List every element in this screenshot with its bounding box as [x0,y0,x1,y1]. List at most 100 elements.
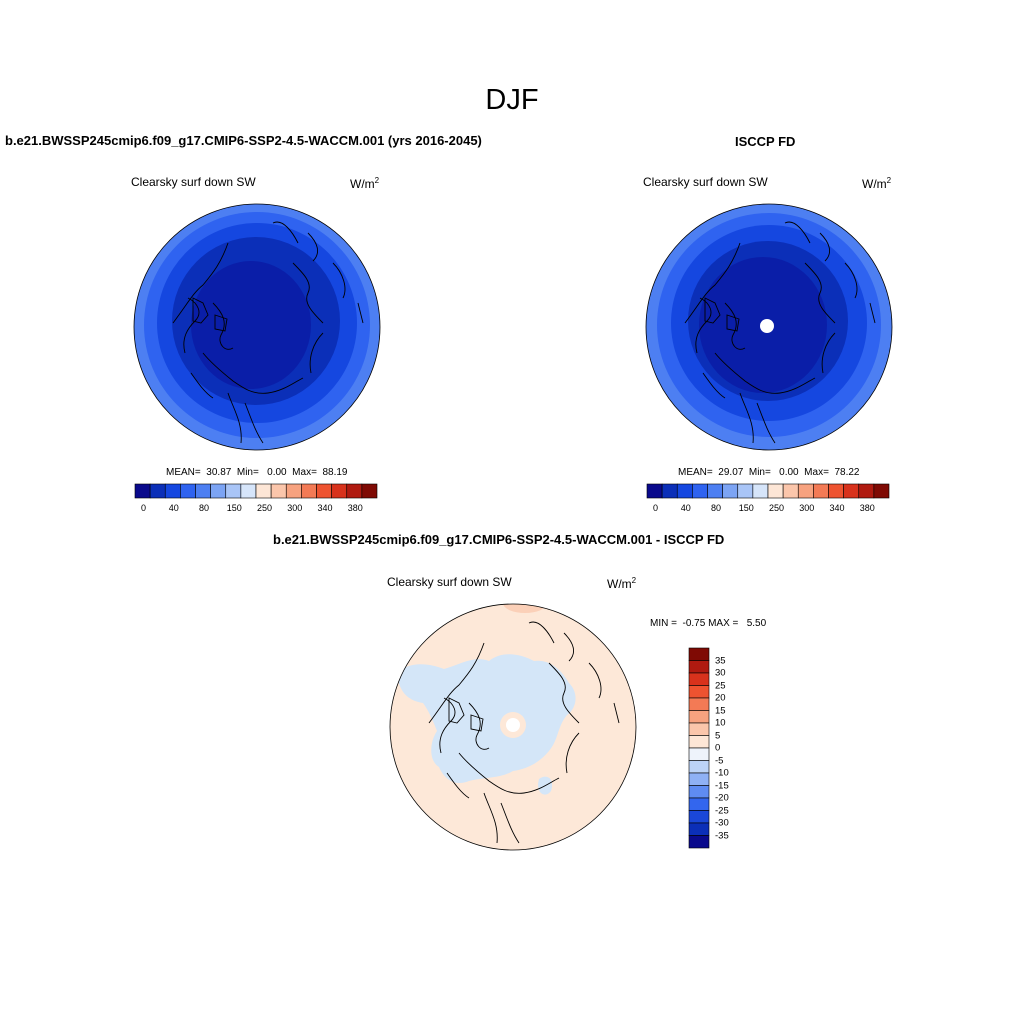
figure-title: DJF [485,84,539,116]
colorbar-tick-label: 150 [226,503,242,513]
colorbar-tick-label: 380 [347,503,363,513]
colorbar-swatch [180,483,196,499]
missing-data-pole [506,718,520,732]
colorbar-tick-label: -35 [715,830,729,841]
colorbar-tick-label: 250 [257,503,273,513]
right-units-label: W/m2 [862,176,892,191]
diff-stronger-positive [503,604,547,613]
colorbar-tick-label: 10 [715,717,726,729]
colorbar-swatch [270,483,287,499]
colorbar-swatch [688,685,710,699]
colorbar-swatch [688,697,710,711]
colorbar-tick-label: 300 [287,503,303,513]
right-colorbar [646,483,890,499]
colorbar-tick-label: 0 [141,503,147,513]
left-units-label: W/m2 [350,176,380,191]
colorbar-tick-label: 300 [799,503,815,513]
left-stats: MEAN= 30.87 Min= 0.00 Max= 88.19 [166,467,348,478]
colorbar-tick-label: 0 [715,742,721,754]
colorbar-swatch [240,483,257,499]
colorbar-swatch [134,483,151,499]
colorbar-swatch [688,835,710,849]
colorbar-tick-label: 80 [199,503,210,513]
colorbar-swatch [797,483,814,499]
colorbar-tick-label: 15 [715,705,726,716]
diff-colorbar [688,647,710,849]
colorbar-swatch [873,483,890,499]
colorbar-swatch [225,483,242,499]
colorbar-tick-label: -15 [715,780,729,791]
colorbar-swatch [688,797,710,811]
colorbar-swatch [285,483,302,499]
colorbar-swatch [688,810,710,824]
colorbar-swatch [688,722,710,736]
colorbar-swatch [688,785,710,799]
colorbar-tick-label: 80 [711,503,722,513]
colorbar-tick-label: 5 [715,730,721,741]
colorbar-tick-label: 40 [680,503,691,513]
colorbar-swatch [688,672,710,686]
colorbar-swatch [688,647,710,661]
missing-data-pole [760,319,774,333]
left-colorbar-ticks: 0 40 80 150 250 300 340 380 [135,503,377,515]
colorbar-tick-label: 35 [715,655,726,666]
diff-variable-label: Clearsky surf down SW [387,575,512,589]
colorbar-tick-label: 20 [715,692,726,704]
colorbar-swatch [688,735,710,749]
diff-panel-title: b.e21.BWSSP245cmip6.f09_g17.CMIP6-SSP2-4… [273,532,725,547]
colorbar-swatch [737,483,754,499]
colorbar-swatch [752,483,769,499]
colorbar-tick-label: 0 [653,503,659,513]
diff-units-label: W/m2 [607,576,637,591]
right-polar-map [645,203,893,451]
colorbar-swatch [843,483,860,499]
colorbar-swatch [828,483,844,499]
colorbar-tick-label: -30 [715,817,729,829]
colorbar-tick-label: -20 [715,792,729,804]
colorbar-swatch [331,483,348,499]
colorbar-swatch [301,483,317,499]
colorbar-swatch [661,483,678,499]
colorbar-tick-label: 340 [317,503,333,513]
colorbar-tick-label: 25 [715,680,726,691]
colorbar-tick-label: 30 [715,667,726,679]
colorbar-swatch [688,747,710,761]
left-colorbar [134,483,378,499]
colorbar-swatch [707,483,723,499]
colorbar-swatch [688,660,710,674]
colorbar-swatch [149,483,166,499]
colorbar-swatch [692,483,708,499]
colorbar-swatch [346,483,363,499]
colorbar-tick-label: 250 [769,503,785,513]
colorbar-tick-label: -5 [715,755,724,766]
diff-polar-map [389,603,637,851]
left-variable-label: Clearsky surf down SW [131,175,256,189]
diff-stats: MIN = -0.75 MAX = 5.50 [650,618,767,629]
colorbar-swatch [210,483,227,499]
right-colorbar-ticks: 0 40 80 150 250 300 340 380 [647,503,889,515]
right-variable-label: Clearsky surf down SW [643,175,768,189]
colorbar-tick-label: -25 [715,805,729,816]
coastlines [172,221,364,444]
colorbar-tick-label: 340 [829,503,845,513]
colorbar-tick-label: 380 [859,503,875,513]
coastlines [684,221,876,444]
colorbar-swatch [688,822,710,836]
colorbar-swatch [195,483,211,499]
colorbar-tick-label: -10 [715,767,729,779]
colorbar-swatch [676,483,693,499]
map-core [191,261,311,389]
colorbar-swatch [255,483,272,499]
colorbar-swatch [722,483,739,499]
colorbar-swatch [813,483,829,499]
left-panel-title: b.e21.BWSSP245cmip6.f09_g17.CMIP6-SSP2-4… [5,133,482,148]
colorbar-swatch [164,483,181,499]
right-panel-title: ISCCP FD [735,134,796,149]
colorbar-swatch [782,483,799,499]
colorbar-swatch [688,772,710,786]
diff-colorbar-labels: 35 30 25 20 15 10 5 0 -5 -10 -15 -20 -25 -30 -35 [715,648,745,848]
colorbar-swatch [858,483,875,499]
colorbar-tick-label: 150 [738,503,754,513]
colorbar-tick-label: 40 [168,503,179,513]
coastlines [428,621,620,844]
